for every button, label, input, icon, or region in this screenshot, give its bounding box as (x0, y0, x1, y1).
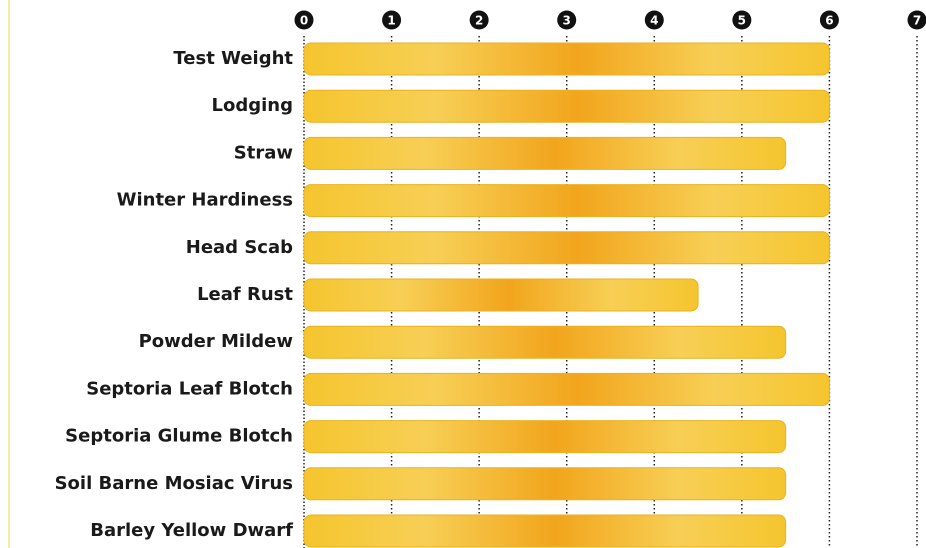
x-tick-label: 2 (475, 14, 483, 28)
y-tick-label: Winter Hardiness (117, 190, 293, 211)
tick-marker (469, 10, 489, 30)
bar (303, 514, 787, 548)
y-tick-label: Barley Yellow Dwarf (90, 520, 293, 541)
x-tick-label: 0 (300, 14, 308, 28)
tick-marker (644, 10, 664, 30)
bar (303, 325, 787, 359)
y-tick-label: Straw (234, 142, 293, 163)
y-tick-label: Powder Mildew (139, 331, 293, 352)
x-tick-label: 1 (387, 14, 395, 28)
tick-marker (294, 10, 314, 30)
bar (303, 184, 830, 218)
y-tick-label: Test Weight (173, 48, 293, 69)
bar (303, 372, 830, 406)
x-tick-label: 7 (913, 14, 921, 28)
bar (303, 89, 830, 123)
bar (303, 467, 787, 501)
y-tick-label: Lodging (212, 95, 293, 116)
y-tick-label: Leaf Rust (197, 284, 293, 305)
y-tick-label: Septoria Leaf Blotch (86, 378, 293, 399)
tick-marker (557, 10, 577, 30)
y-tick-label: Septoria Glume Blotch (65, 426, 293, 447)
bar (303, 42, 830, 76)
bar (303, 231, 830, 265)
tick-marker (907, 10, 926, 30)
bar (303, 278, 699, 312)
bar (303, 420, 787, 454)
x-tick-label: 3 (563, 14, 571, 28)
bar (303, 136, 787, 170)
tick-marker (382, 10, 402, 30)
y-tick-label: Head Scab (186, 237, 293, 258)
x-tick-label: 6 (825, 14, 833, 28)
x-tick-label: 4 (650, 14, 658, 28)
y-tick-label: Soil Barne Mosiac Virus (55, 473, 293, 494)
tick-marker (819, 10, 839, 30)
x-tick-label: 5 (738, 14, 746, 28)
tick-marker (732, 10, 752, 30)
